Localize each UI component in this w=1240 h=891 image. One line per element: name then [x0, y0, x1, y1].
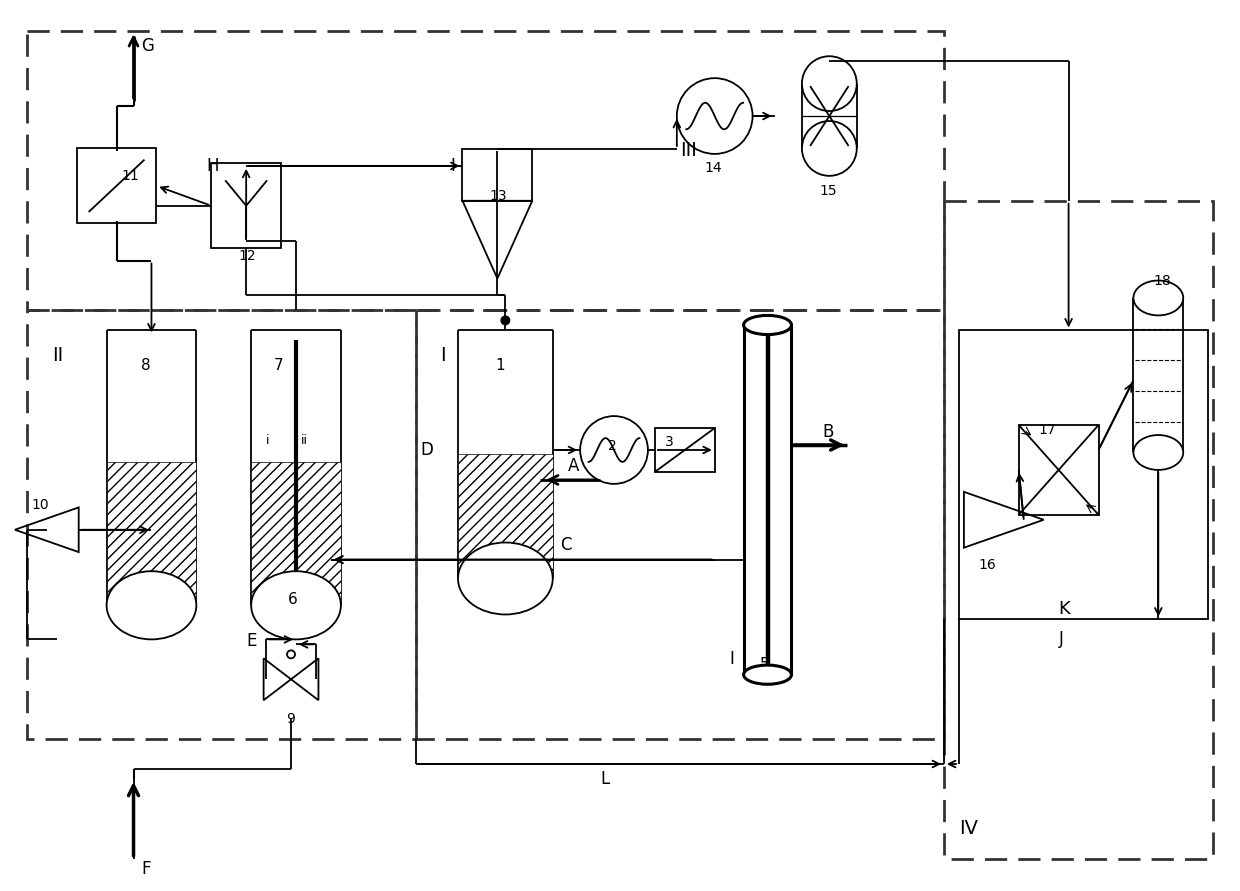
Text: J: J: [1059, 631, 1064, 649]
Text: 5: 5: [760, 657, 769, 672]
Ellipse shape: [744, 315, 791, 334]
Bar: [959, 331, 1208, 619]
Text: E: E: [247, 633, 257, 650]
Text: K: K: [1059, 601, 1070, 618]
Bar: [458, 454, 553, 578]
Text: 11: 11: [122, 168, 139, 183]
Bar: [463, 149, 532, 200]
Text: D: D: [420, 441, 434, 459]
Text: 17: 17: [1039, 423, 1056, 437]
Ellipse shape: [458, 543, 553, 615]
Text: 15: 15: [820, 184, 837, 198]
Text: 18: 18: [1153, 274, 1171, 288]
Text: I: I: [440, 346, 446, 364]
Ellipse shape: [744, 665, 791, 684]
Text: C: C: [560, 535, 572, 553]
Text: 16: 16: [978, 558, 997, 572]
Circle shape: [501, 315, 511, 325]
Text: I: I: [450, 157, 455, 175]
Text: 10: 10: [32, 498, 50, 511]
Text: L: L: [600, 770, 609, 788]
Text: i: i: [267, 434, 269, 446]
Ellipse shape: [1133, 281, 1183, 315]
Text: F: F: [141, 860, 151, 878]
Text: III: III: [680, 142, 697, 160]
Text: 1: 1: [496, 358, 505, 372]
Bar: [1019, 425, 1099, 515]
Bar: [107, 462, 196, 605]
Ellipse shape: [1133, 435, 1183, 470]
Text: 2: 2: [608, 439, 616, 453]
Ellipse shape: [252, 571, 341, 640]
Bar: [252, 462, 341, 605]
Text: 4: 4: [760, 318, 769, 333]
Text: 7: 7: [274, 358, 284, 372]
Bar: [77, 149, 156, 223]
Text: 9: 9: [286, 712, 295, 726]
Text: H: H: [206, 157, 218, 175]
Text: I: I: [729, 650, 734, 668]
Bar: [655, 428, 714, 472]
Ellipse shape: [107, 571, 196, 640]
Bar: [211, 163, 281, 248]
Text: 14: 14: [704, 161, 723, 175]
Text: 3: 3: [665, 435, 673, 449]
Text: 6: 6: [288, 592, 298, 607]
Text: 12: 12: [238, 249, 255, 263]
Ellipse shape: [802, 121, 857, 176]
Text: B: B: [822, 423, 833, 441]
Text: ii: ii: [301, 434, 308, 446]
Text: IV: IV: [959, 820, 978, 838]
Text: II: II: [52, 346, 63, 364]
Text: A: A: [568, 457, 579, 475]
Text: G: G: [141, 37, 154, 55]
Text: 13: 13: [490, 189, 507, 203]
Ellipse shape: [802, 56, 857, 111]
Text: 8: 8: [141, 358, 151, 372]
